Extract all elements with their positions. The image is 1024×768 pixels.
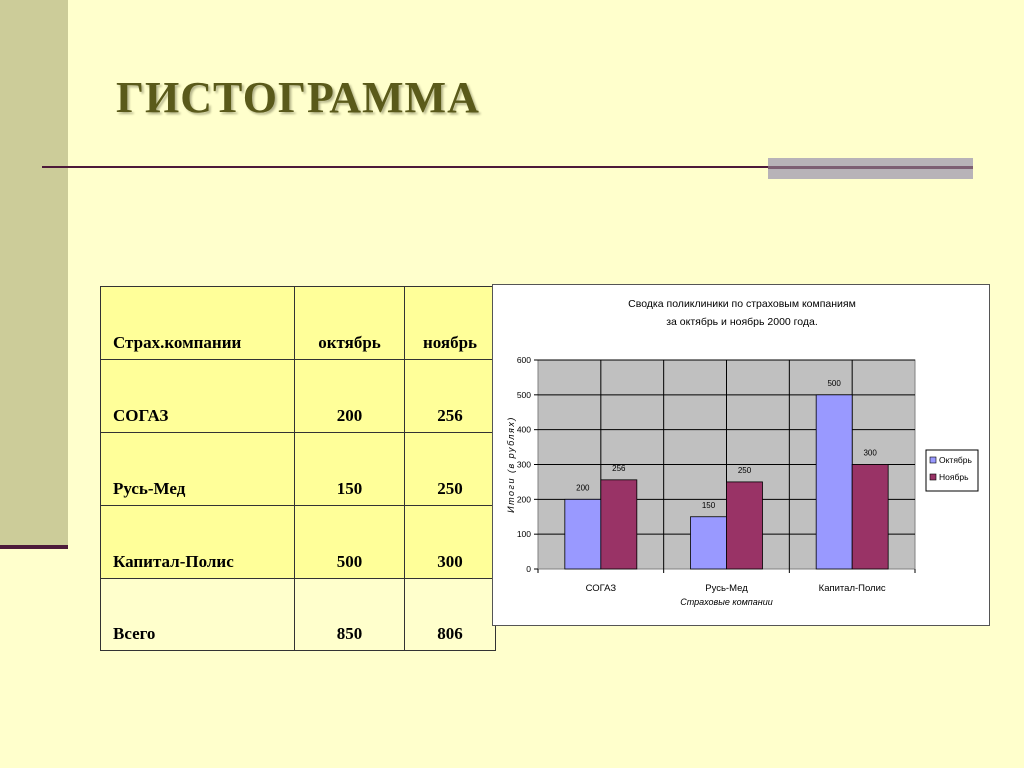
chart-panel: Сводка поликлиники по страховым компания… (492, 284, 990, 626)
y-tick-label: 400 (517, 425, 531, 435)
cell-october: 150 (294, 432, 405, 506)
bar (851, 464, 889, 570)
slide-title: ГИСТОГРАММА (116, 73, 480, 122)
legend-swatch (929, 456, 937, 464)
bar (726, 481, 763, 570)
y-tick-label: 300 (517, 460, 531, 470)
y-tick-label: 200 (517, 494, 531, 504)
cell-company: СОГАЗ (100, 359, 295, 433)
cell-november: 300 (404, 505, 496, 579)
x-tick-label: Русь-Мед (705, 583, 748, 594)
data-table: Страх.компании октябрь ноябрь СОГАЗ 200 … (100, 286, 496, 651)
total-november: 806 (404, 578, 496, 651)
rule-block-line (768, 166, 973, 169)
cell-company: Капитал-Полис (100, 505, 295, 579)
x-tick-label: СОГАЗ (586, 583, 617, 594)
legend-label: Ноябрь (939, 472, 969, 482)
table-row: Капитал-Полис 500 300 (100, 505, 496, 579)
y-tick-label: 100 (517, 529, 531, 539)
total-october: 850 (294, 578, 405, 651)
table-total-row: Всего 850 806 (100, 578, 496, 651)
title-rule (42, 166, 772, 168)
bar (690, 516, 727, 570)
cell-november: 250 (404, 432, 496, 506)
cell-november: 256 (404, 359, 496, 433)
bar-chart: Сводка поликлиники по страховым компания… (506, 298, 979, 607)
cell-company: Русь-Мед (100, 432, 295, 506)
total-label: Всего (100, 578, 295, 651)
chart-subtitle: за октябрь и ноябрь 2000 года. (666, 316, 818, 328)
header-november: ноябрь (404, 286, 496, 360)
header-october: октябрь (294, 286, 405, 360)
left-decor-band (0, 0, 68, 545)
legend-label: Октябрь (939, 455, 973, 465)
data-label: 150 (702, 501, 716, 510)
left-decor-bar (0, 545, 68, 549)
legend-swatch (929, 473, 937, 481)
table-header-row: Страх.компании октябрь ноябрь (100, 286, 496, 360)
bar (564, 498, 602, 570)
header-company: Страх.компании (100, 286, 295, 360)
data-label: 200 (576, 483, 590, 492)
y-tick-label: 500 (517, 390, 531, 400)
data-label: 500 (827, 379, 841, 388)
y-axis-label: Итоги (в рублях) (506, 416, 516, 513)
cell-october: 200 (294, 359, 405, 433)
x-axis-label: Страховые компании (680, 597, 772, 607)
bar (815, 394, 853, 570)
y-tick-label: 600 (517, 355, 531, 365)
y-tick-label: 0 (526, 564, 531, 574)
chart-title: Сводка поликлиники по страховым компания… (628, 298, 856, 310)
cell-october: 500 (294, 505, 405, 579)
bar (600, 479, 638, 570)
table-row: СОГАЗ 200 256 (100, 359, 496, 433)
data-label: 250 (738, 466, 752, 475)
data-label: 256 (612, 464, 626, 473)
data-label: 300 (863, 449, 877, 458)
table-row: Русь-Мед 150 250 (100, 432, 496, 506)
x-tick-label: Капитал-Полис (819, 583, 886, 594)
